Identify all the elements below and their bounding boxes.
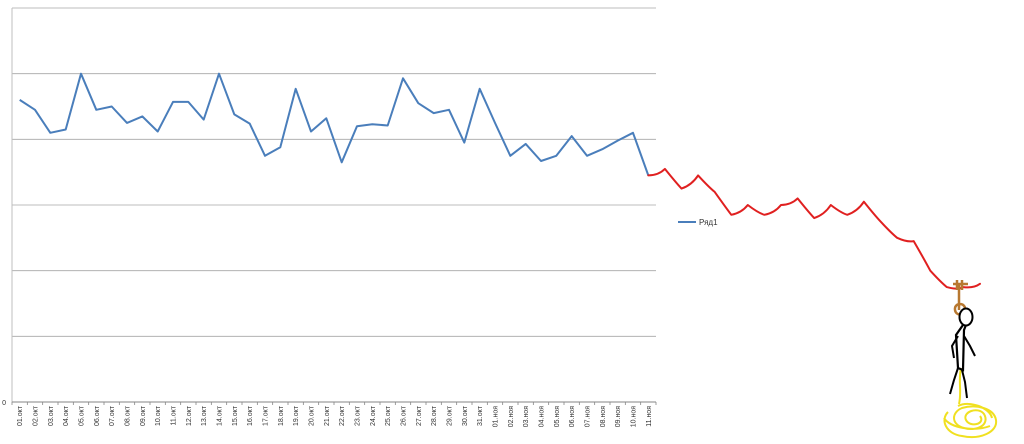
- x-tick-label: 10.ноя: [631, 406, 638, 427]
- x-tick-label: 05.ноя: [554, 406, 561, 427]
- x-tick-label: 07.окт: [109, 405, 116, 426]
- x-tick-label: 07.ноя: [585, 406, 592, 427]
- x-tick-label: 20.окт: [309, 405, 316, 426]
- series-layer: [19, 72, 650, 176]
- x-tick-label: 25.окт: [385, 405, 392, 426]
- x-tick-label: 13.окт: [201, 405, 208, 426]
- x-tick-label: 24.окт: [370, 405, 377, 426]
- stick-figure-doodle: [943, 280, 998, 438]
- rope: [953, 280, 968, 316]
- x-tick-label: 18.окт: [278, 405, 285, 426]
- head: [958, 307, 974, 327]
- x-tick-label: 06.окт: [94, 405, 101, 426]
- x-tick-label: 09.окт: [140, 405, 147, 426]
- x-tick-label: 29.окт: [447, 405, 454, 426]
- x-tick-label: 09.ноя: [615, 406, 622, 427]
- x-tick-label: 01.ноя: [493, 406, 500, 427]
- x-tick-label: 30.окт: [462, 405, 469, 426]
- x-tick-label: 11.окт: [171, 405, 178, 425]
- x-tick-label: 16.окт: [247, 405, 254, 426]
- x-tick-label: 08.ноя: [600, 406, 607, 427]
- x-tick-label: 03.ноя: [523, 406, 530, 427]
- x-tick-label: 10.окт: [155, 405, 162, 426]
- x-tick-label: 27.окт: [416, 405, 423, 426]
- x-tick-label: 03.окт: [48, 405, 55, 426]
- torso: [954, 324, 968, 372]
- x-tick-label: 05.окт: [79, 405, 86, 426]
- x-tick-label: 21.окт: [324, 405, 331, 426]
- pee-stream: [958, 367, 962, 405]
- x-tick-label: 23.окт: [355, 405, 362, 426]
- series-line-Ряд1: [19, 72, 650, 176]
- x-tick-label: 19.окт: [293, 405, 300, 426]
- x-tick-label: 28.окт: [431, 405, 438, 426]
- x-tick-label: 15.окт: [232, 405, 239, 426]
- puddle: [943, 402, 998, 438]
- x-tick-label: 02.ноя: [508, 406, 515, 427]
- x-tick-label: 02.окт: [33, 405, 40, 426]
- x-tick-label: 11.ноя: [646, 406, 653, 427]
- x-tick-label: 06.ноя: [569, 406, 576, 427]
- gridlines: [12, 7, 656, 337]
- legend-label: Ряд1: [699, 218, 718, 227]
- x-tick-label: 12.окт: [186, 405, 193, 426]
- y-tick-label-0: 0: [2, 400, 6, 407]
- x-tick-label: 31.окт: [477, 405, 484, 426]
- x-tick-label: 04.ноя: [539, 406, 546, 427]
- x-tick-label: 26.окт: [401, 405, 408, 426]
- x-tick-label: 08.окт: [125, 405, 132, 426]
- x-tick-label: 04.окт: [63, 405, 70, 426]
- drawn-extension-line: [647, 167, 981, 290]
- legs: [949, 367, 968, 399]
- x-tick-label: 01.окт: [17, 405, 24, 426]
- x-tick-label: 22.окт: [339, 405, 346, 426]
- x-tick-label: 17.окт: [263, 405, 270, 426]
- x-tick-label: 14.окт: [217, 405, 224, 426]
- arms: [950, 335, 976, 359]
- drawn-extension-layer: [647, 167, 981, 290]
- x-tick-labels: 01.окт 02.окт 03.окт 04.окт 05.окт 06.окт 07.о…: [11, 402, 657, 427]
- legend: Ряд1: [678, 218, 718, 227]
